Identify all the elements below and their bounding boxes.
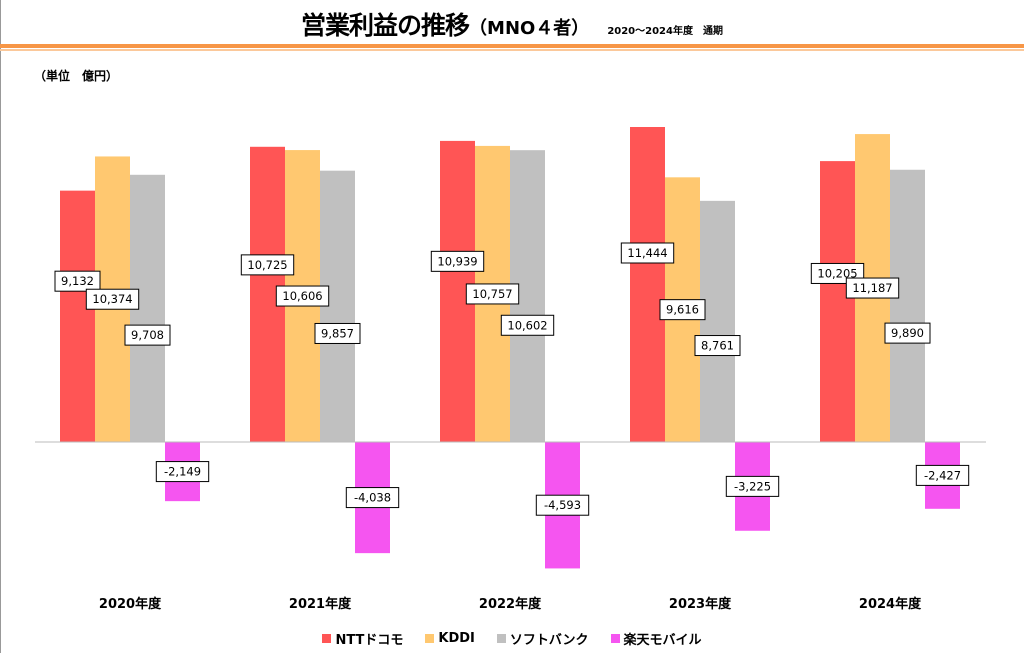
legend-label: ソフトバンク [509, 633, 589, 648]
data-label: 10,939 [437, 254, 477, 268]
header-rule-light [0, 49, 1024, 51]
data-label-box [345, 487, 400, 509]
data-label: 10,757 [472, 287, 512, 301]
data-label-box [124, 324, 171, 346]
data-label: 9,708 [131, 328, 164, 342]
unit-label: （単位 億円） [34, 69, 119, 83]
left-border [0, 0, 1, 653]
data-label: 9,132 [61, 274, 94, 288]
data-label: 8,761 [701, 339, 734, 353]
data-label: 9,616 [666, 303, 699, 317]
data-label-box [240, 254, 295, 276]
data-label-box [54, 270, 101, 292]
data-label: -2,149 [164, 465, 201, 479]
data-label: 10,602 [507, 318, 547, 332]
data-label-box [465, 283, 520, 305]
legend-label: KDDI [438, 631, 475, 646]
data-label-box [500, 314, 555, 336]
legend-swatch [610, 634, 620, 643]
title-paren: （MNO４者） [469, 18, 590, 39]
x-tick-label: 2021年度 [289, 596, 352, 612]
data-label: 10,205 [817, 266, 857, 280]
data-label-box [85, 288, 140, 310]
data-label: 11,187 [852, 281, 892, 295]
data-label-box [884, 322, 931, 344]
data-label: 10,374 [92, 292, 132, 306]
data-label: 9,890 [891, 326, 924, 340]
data-label: -3,225 [734, 479, 771, 493]
legend-item: KDDI [425, 629, 475, 648]
legend-swatch [496, 634, 506, 643]
data-label-box [845, 277, 900, 299]
legend-item: NTTドコモ [322, 629, 403, 648]
x-tick-label: 2020年度 [99, 596, 162, 612]
header-rule [0, 44, 1024, 48]
legend-swatch [322, 634, 332, 643]
legend-item: 楽天モバイル [610, 629, 702, 648]
data-label-box [659, 299, 706, 321]
data-label-box [155, 461, 210, 483]
data-label: -2,427 [924, 468, 961, 482]
legend-label: 楽天モバイル [623, 633, 702, 648]
data-label-box [430, 250, 485, 272]
data-label: 9,857 [321, 326, 354, 340]
title-main: 営業利益の推移 [301, 11, 470, 40]
bar [630, 127, 665, 442]
data-label-box [620, 242, 675, 264]
data-label: 11,444 [627, 246, 667, 260]
data-label: -4,593 [544, 498, 581, 512]
legend-item: ソフトバンク [496, 629, 589, 648]
data-label: -4,038 [354, 491, 391, 505]
data-label-box [725, 475, 780, 497]
legend: NTTドコモ KDDI ソフトバンク 楽天モバイル [0, 629, 1024, 648]
bar [820, 161, 855, 443]
bar [60, 190, 95, 442]
data-label-box [275, 285, 330, 307]
data-label-box [314, 322, 361, 344]
data-label-box [535, 494, 590, 516]
data-label: 10,725 [247, 258, 287, 272]
chart-title: 営業利益の推移（MNO４者） 2020～2024年度 通期 [0, 6, 1024, 42]
data-label-box [915, 464, 970, 486]
legend-swatch [425, 634, 435, 643]
title-subtitle: 2020～2024年度 通期 [607, 26, 723, 37]
data-label: 10,606 [282, 289, 322, 303]
bar [890, 169, 925, 442]
data-label-box [694, 335, 741, 357]
legend-label: NTTドコモ [335, 633, 404, 648]
x-tick-label: 2022年度 [479, 596, 542, 612]
x-tick-label: 2024年度 [859, 596, 922, 612]
bar [700, 200, 735, 442]
x-tick-label: 2023年度 [669, 596, 732, 612]
